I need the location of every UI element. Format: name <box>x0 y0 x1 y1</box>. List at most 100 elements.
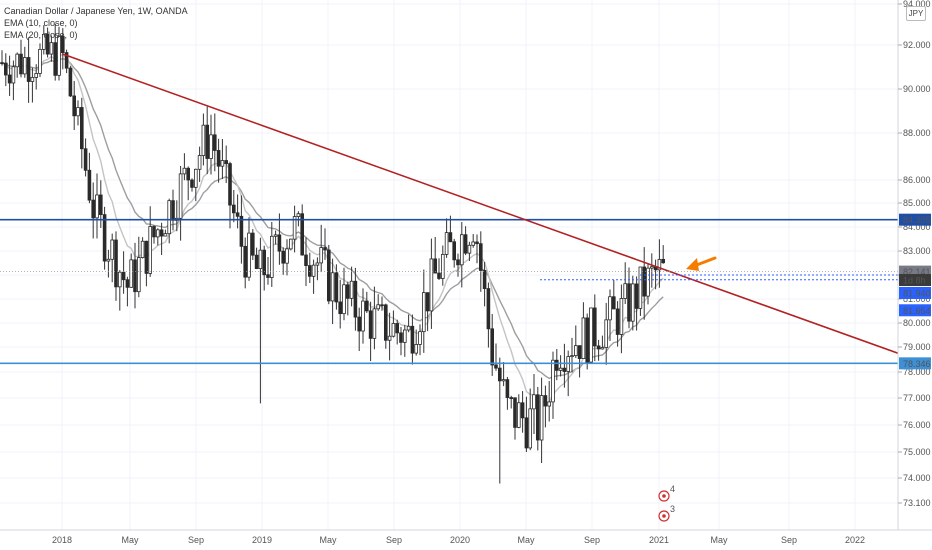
x-tick-label: Sep <box>188 535 204 545</box>
candle-body <box>520 402 525 419</box>
candle-body <box>30 77 35 82</box>
candle-body <box>456 259 460 266</box>
candle <box>505 376 510 410</box>
candle-body <box>543 395 548 407</box>
candle <box>574 325 578 358</box>
candle-body <box>600 347 605 350</box>
candle <box>11 60 16 101</box>
candle-body <box>323 247 327 251</box>
candle-body <box>395 323 399 334</box>
candle <box>49 35 54 62</box>
candle <box>342 267 346 321</box>
candle-body <box>22 57 27 75</box>
candle-body <box>497 367 502 382</box>
candle <box>193 168 198 202</box>
candle <box>7 55 12 96</box>
candle <box>638 266 643 316</box>
candle <box>304 237 308 287</box>
candle <box>205 106 210 175</box>
price-label-bg <box>899 287 931 299</box>
candle <box>604 302 608 365</box>
candle-body <box>486 288 491 330</box>
candle <box>30 67 35 103</box>
candle <box>539 377 544 464</box>
candle <box>471 234 475 248</box>
candle <box>19 39 23 78</box>
candle-body <box>91 199 96 219</box>
x-tick-label: May <box>710 535 728 545</box>
candle-body <box>277 234 282 252</box>
candle <box>467 241 472 262</box>
candle <box>15 52 20 78</box>
candle-body <box>399 332 403 343</box>
event-circle-2 <box>658 510 670 522</box>
candle <box>509 395 513 409</box>
candle <box>528 388 532 451</box>
candle <box>125 276 130 307</box>
candle-body <box>129 259 134 288</box>
currency-badge[interactable]: JPY <box>906 6 926 21</box>
candle-body <box>250 232 255 256</box>
x-tick-label: Sep <box>781 535 797 545</box>
candle-body <box>87 169 92 201</box>
candle <box>61 28 65 70</box>
candle-body <box>338 301 342 315</box>
price-label-text: 78.346 <box>903 359 931 369</box>
candle <box>231 189 236 223</box>
ema20-legend: EMA (20, close, 0) <box>4 30 78 40</box>
candle-body <box>627 283 631 322</box>
candle-body <box>15 53 20 68</box>
candle <box>490 314 494 376</box>
candle <box>478 231 483 292</box>
candle <box>558 355 563 377</box>
candle <box>133 242 137 309</box>
candle <box>121 251 126 294</box>
candle <box>87 152 92 204</box>
candle-body <box>425 292 430 312</box>
candle-body <box>319 247 323 264</box>
candle <box>391 310 396 338</box>
candle-body <box>482 270 487 289</box>
candle <box>429 238 434 329</box>
y-tick-label: 78.000 <box>903 367 931 377</box>
candle-body <box>49 42 54 55</box>
candle <box>589 307 593 363</box>
candle <box>570 337 574 373</box>
candle-body <box>368 310 373 339</box>
candle-body <box>0 62 4 64</box>
candle <box>95 173 99 239</box>
x-tick-label: May <box>517 535 535 545</box>
y-tick-label: 92.000 <box>903 40 931 50</box>
event-dot-2 <box>662 514 666 518</box>
candle <box>425 292 430 332</box>
candle-body <box>513 397 517 428</box>
candle <box>110 233 115 283</box>
candle <box>72 80 77 131</box>
candle-body <box>125 279 130 288</box>
candle <box>433 236 437 274</box>
overlays: 43 <box>0 53 899 522</box>
candle <box>266 256 270 285</box>
candle-body <box>11 66 16 84</box>
candle-body <box>163 233 168 237</box>
candle <box>129 253 134 288</box>
candle <box>38 43 42 78</box>
price-label-text: 81.654 <box>903 306 931 316</box>
candle-body <box>235 212 240 217</box>
candle-body <box>402 329 407 343</box>
candle <box>64 49 69 74</box>
candle-body <box>585 317 589 363</box>
y-tick-label: 94.000 <box>903 0 931 9</box>
price-axis: 73.100 74.000 75.000 76.000 77.000 78.000 79.0… <box>897 0 932 550</box>
price-label: 1d 8h <box>899 274 931 287</box>
x-tick-label: Sep <box>386 535 402 545</box>
candle-body <box>152 226 156 238</box>
candle-body <box>167 200 172 235</box>
candle <box>239 195 244 264</box>
candle-body <box>440 254 445 279</box>
candle-body <box>383 304 388 341</box>
candle <box>364 291 369 313</box>
candle <box>300 204 304 256</box>
event-marks: 43 <box>658 484 675 522</box>
